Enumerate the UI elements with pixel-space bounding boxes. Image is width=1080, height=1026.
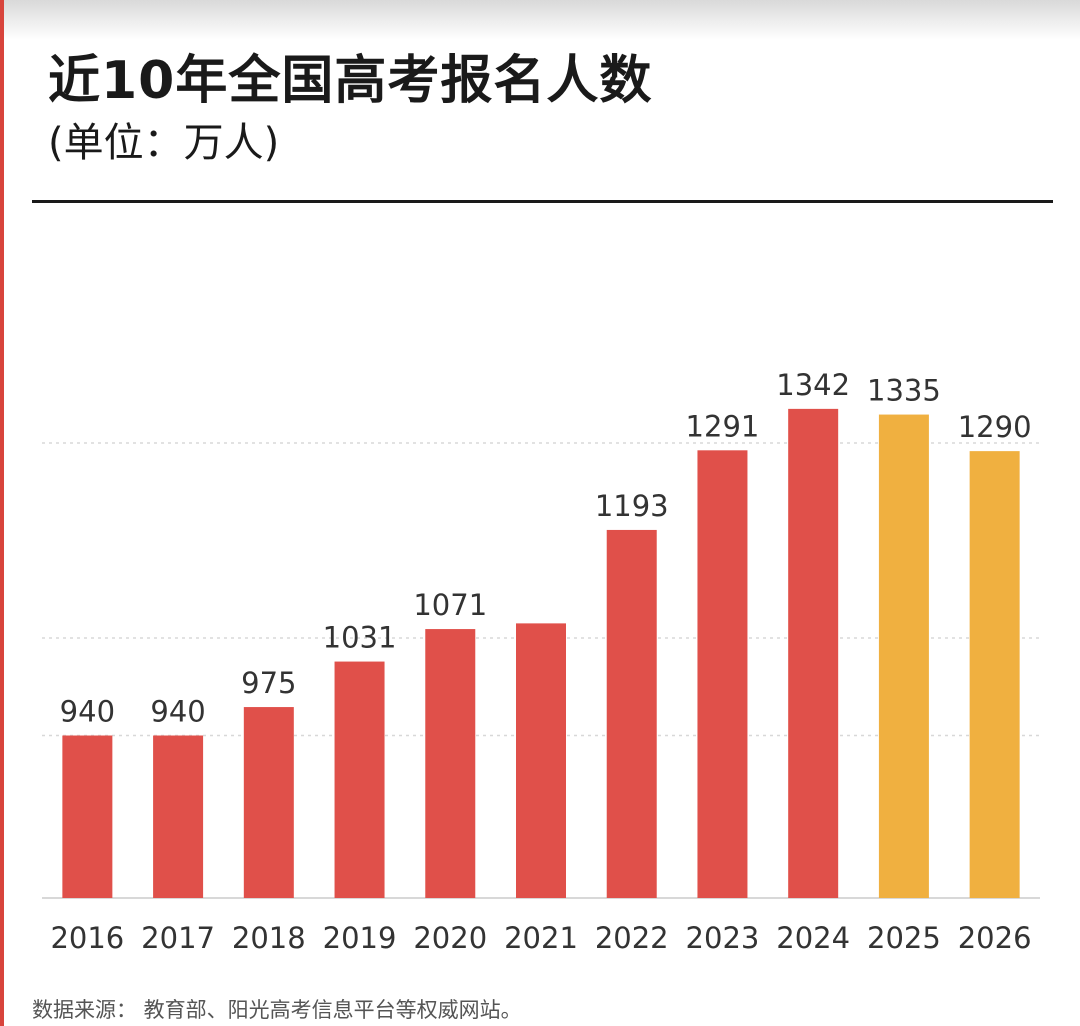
bar-2024 [788, 408, 839, 898]
bar-2026 [969, 451, 1020, 898]
left-accent-edge [0, 0, 4, 1026]
data-label-2023: 1291 [686, 409, 760, 443]
bar-2016 [62, 735, 113, 898]
chart-title: 近10年全国高考报名人数 [48, 51, 653, 111]
data-label-2026: 1290 [958, 410, 1032, 444]
title-divider [32, 200, 1053, 203]
data-source-note: 数据来源： 教育部、阳光高考信息平台等权威网站。 [32, 998, 522, 1022]
data-label-2018: 975 [241, 666, 296, 700]
x-tick-label-2022: 2022 [595, 921, 669, 955]
bar-2022 [606, 529, 657, 898]
x-tick-label-2018: 2018 [232, 921, 306, 955]
bar-2017 [153, 735, 204, 898]
bar-2023 [697, 450, 748, 898]
x-tick-label-2021: 2021 [504, 921, 578, 955]
chart-subtitle: (单位：万人) [48, 120, 280, 166]
data-label-2022: 1193 [595, 489, 669, 523]
x-tick-label-2026: 2026 [958, 921, 1032, 955]
x-tick-label-2019: 2019 [323, 921, 397, 955]
data-label-2024: 1342 [776, 368, 850, 402]
bar-2018 [243, 707, 294, 898]
x-tick-label-2017: 2017 [141, 921, 215, 955]
bar-2025 [878, 414, 929, 898]
bar-2021 [516, 623, 566, 898]
data-label-2025: 1335 [867, 374, 941, 408]
bar-2020 [425, 629, 476, 898]
x-tick-label-2024: 2024 [776, 921, 850, 955]
x-tick-label-2023: 2023 [686, 921, 760, 955]
bar-2019 [334, 661, 385, 898]
x-tick-label-2025: 2025 [867, 921, 941, 955]
x-tick-label-2020: 2020 [413, 921, 487, 955]
data-label-2020: 1071 [413, 588, 487, 622]
x-tick-label-2016: 2016 [50, 921, 124, 955]
data-label-2017: 940 [150, 695, 205, 729]
top-shadow [0, 0, 1080, 40]
data-label-2019: 1031 [323, 621, 397, 655]
data-label-2016: 940 [60, 695, 115, 729]
